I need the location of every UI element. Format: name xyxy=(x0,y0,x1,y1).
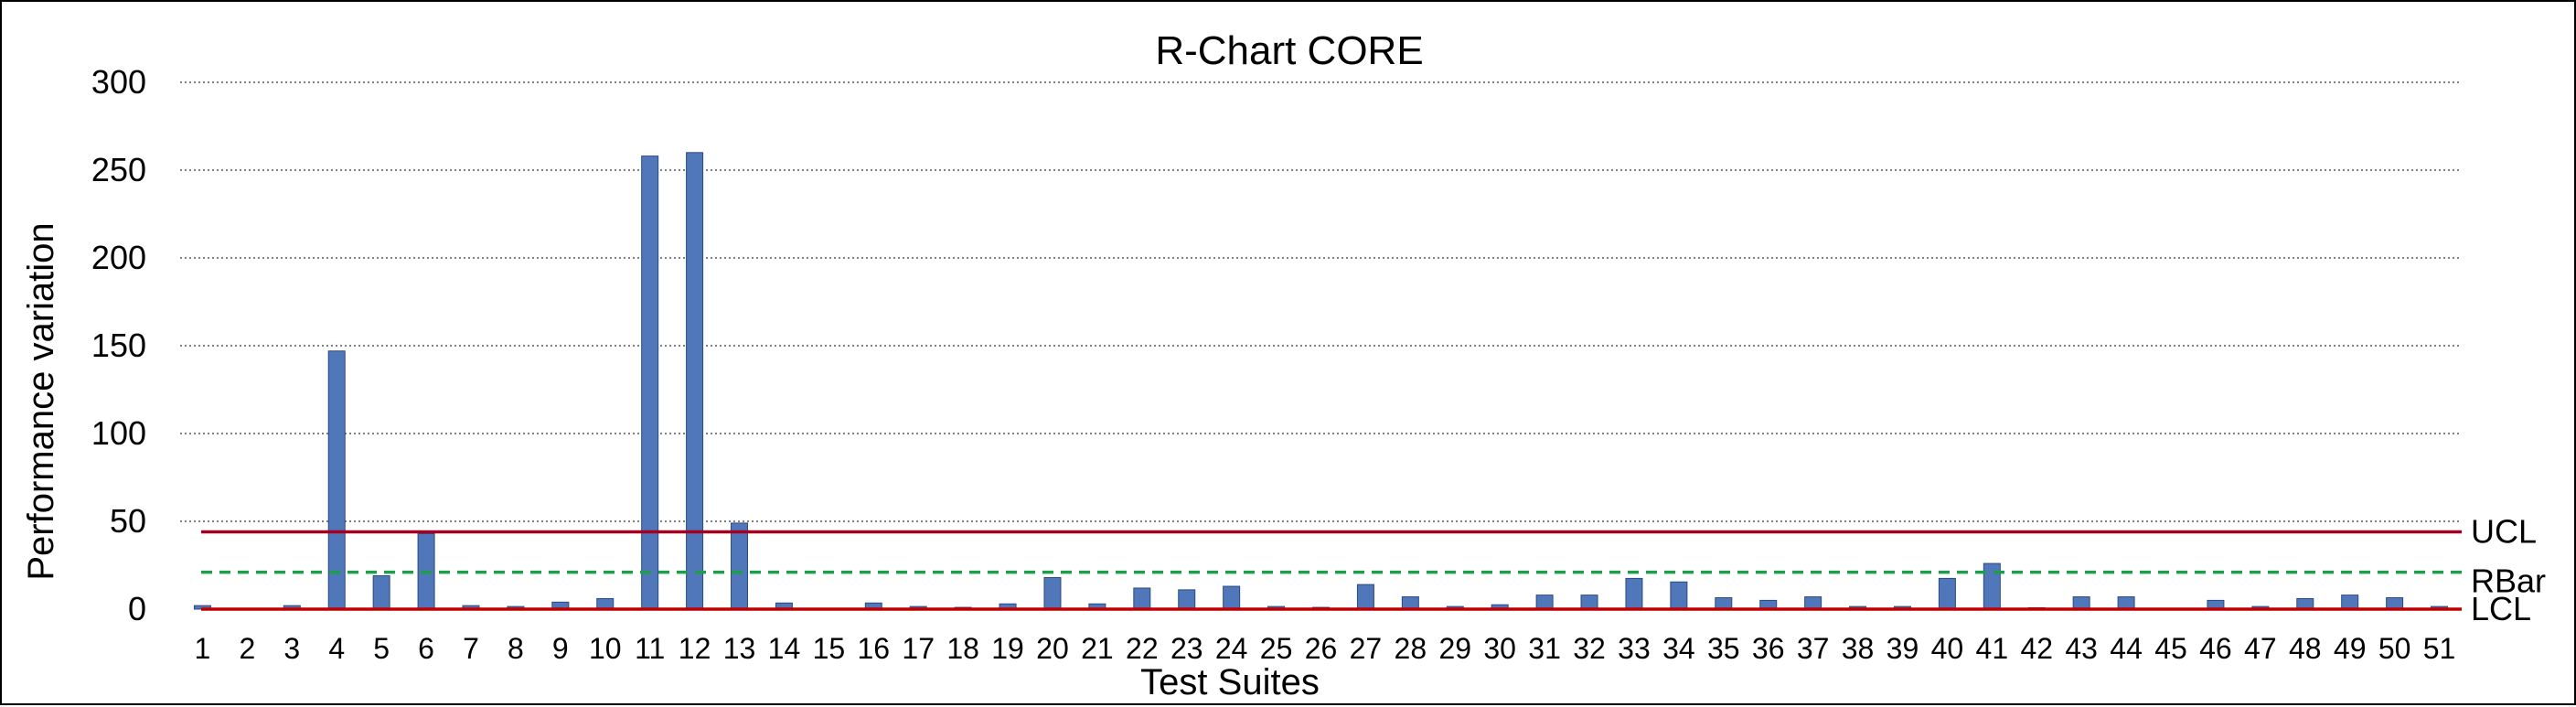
x-tick-label: 23 xyxy=(1170,632,1203,665)
x-tick-label: 45 xyxy=(2154,632,2187,665)
x-tick-label: 24 xyxy=(1215,632,1248,665)
x-tick-label: 18 xyxy=(946,632,979,665)
x-tick-label: 2 xyxy=(239,632,255,665)
bar xyxy=(1133,587,1151,610)
x-tick-label: 8 xyxy=(508,632,524,665)
bar xyxy=(1401,596,1419,610)
bar xyxy=(641,155,659,610)
bar xyxy=(1983,562,2001,610)
x-tick-label: 42 xyxy=(2020,632,2053,665)
y-tick-label: 0 xyxy=(128,590,146,627)
x-tick-label: 9 xyxy=(552,632,569,665)
bars xyxy=(193,152,2449,610)
x-tick-label: 38 xyxy=(1842,632,1875,665)
y-tick-label: 300 xyxy=(91,63,146,101)
bar xyxy=(1938,577,1956,610)
x-tick-label: 40 xyxy=(1931,632,1964,665)
x-tick-label: 15 xyxy=(813,632,846,665)
y-tick-label: 200 xyxy=(91,239,146,276)
bar xyxy=(1178,589,1196,610)
x-tick-label: 25 xyxy=(1260,632,1293,665)
bar xyxy=(1356,584,1374,610)
bar xyxy=(2117,596,2135,610)
bar xyxy=(731,522,749,610)
x-tick-label: 46 xyxy=(2199,632,2232,665)
x-tick-label: 44 xyxy=(2110,632,2143,665)
x-tick-label: 41 xyxy=(1976,632,2009,665)
x-axis-title: Test Suites xyxy=(1140,662,1320,702)
x-tick-label: 26 xyxy=(1305,632,1338,665)
bar xyxy=(327,350,346,610)
x-tick-label: 49 xyxy=(2334,632,2367,665)
x-tick-label: 48 xyxy=(2289,632,2322,665)
x-tick-label: 11 xyxy=(635,632,665,665)
y-axis-ticks: 0 50 100 150 200 250 300 xyxy=(91,63,146,627)
x-tick-label: 3 xyxy=(283,632,300,665)
y-tick-label: 50 xyxy=(110,502,146,540)
bar xyxy=(1715,597,1733,610)
x-tick-label: 4 xyxy=(328,632,345,665)
x-tick-label: 35 xyxy=(1707,632,1740,665)
x-tick-label: 33 xyxy=(1618,632,1651,665)
y-tick-label: 150 xyxy=(91,327,146,364)
bar xyxy=(2386,597,2404,610)
bar xyxy=(2341,595,2359,610)
bar xyxy=(372,575,390,610)
y-tick-label: 250 xyxy=(91,151,146,188)
bar xyxy=(1625,577,1643,610)
x-tick-label: 1 xyxy=(195,632,211,665)
x-tick-label: 36 xyxy=(1752,632,1785,665)
x-tick-label: 13 xyxy=(723,632,756,665)
y-tick-label: 100 xyxy=(91,414,146,452)
x-tick-label: 31 xyxy=(1528,632,1561,665)
control-line-label: UCL xyxy=(2471,513,2537,551)
control-line-label: RBar xyxy=(2471,562,2546,600)
x-tick-label: 20 xyxy=(1036,632,1069,665)
x-tick-label: 10 xyxy=(589,632,622,665)
x-tick-label: 17 xyxy=(902,632,935,665)
x-tick-label: 6 xyxy=(418,632,434,665)
chart-title: R-Chart CORE xyxy=(1155,28,1423,73)
control-line-label: LCL xyxy=(2471,590,2531,627)
x-tick-label: 19 xyxy=(991,632,1024,665)
x-tick-label: 14 xyxy=(768,632,801,665)
x-tick-label: 30 xyxy=(1483,632,1516,665)
x-tick-label: 29 xyxy=(1438,632,1471,665)
x-tick-label: 21 xyxy=(1081,632,1114,665)
x-tick-label: 16 xyxy=(857,632,890,665)
bar xyxy=(1670,581,1688,610)
control-lines xyxy=(201,530,2462,611)
bar xyxy=(1535,595,1554,610)
x-tick-label: 12 xyxy=(679,632,711,665)
bar xyxy=(1223,585,1241,610)
x-tick-label: 5 xyxy=(373,632,390,665)
x-tick-label: 28 xyxy=(1395,632,1427,665)
y-axis-title: Performance variation xyxy=(21,222,61,580)
bar xyxy=(1804,596,1822,610)
bar xyxy=(1580,595,1598,610)
x-tick-label: 27 xyxy=(1350,632,1383,665)
x-tick-label: 43 xyxy=(2065,632,2098,665)
x-tick-label: 32 xyxy=(1573,632,1606,665)
bar xyxy=(2072,596,2090,610)
x-tick-label: 47 xyxy=(2244,632,2277,665)
gridlines xyxy=(180,81,2462,522)
x-tick-label: 50 xyxy=(2378,632,2411,665)
x-tick-label: 51 xyxy=(2423,632,2456,665)
bar xyxy=(686,152,704,610)
x-tick-label: 39 xyxy=(1887,632,1919,665)
x-axis-ticks: 1 2 3 4 5 6 7 8 9 10 11 12 13 14 15 16 17 18 19 20 21 22 23 24 2… xyxy=(195,632,2456,665)
x-tick-label: 22 xyxy=(1126,632,1159,665)
x-tick-label: 34 xyxy=(1662,632,1695,665)
x-tick-label: 7 xyxy=(463,632,479,665)
bar xyxy=(1043,576,1062,610)
x-tick-label: 37 xyxy=(1797,632,1830,665)
